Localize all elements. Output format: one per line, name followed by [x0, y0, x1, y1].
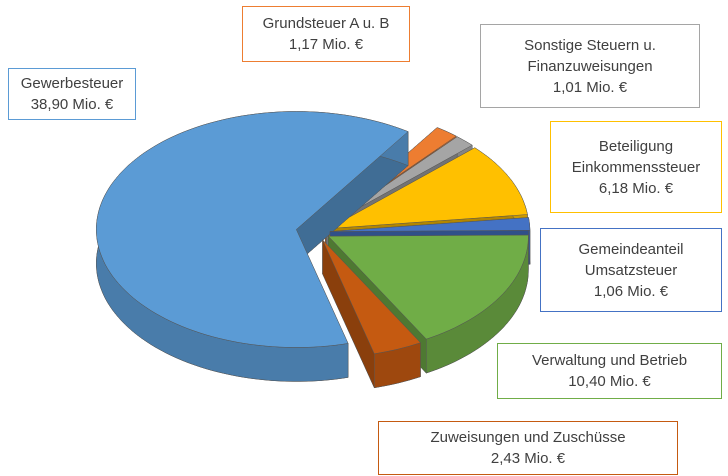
data-label: Gewerbesteuer 38,90 Mio. € — [8, 68, 136, 120]
pie-slice — [96, 111, 409, 382]
label-value: 1,06 Mio. € — [593, 282, 669, 300]
pie-slice — [322, 239, 421, 389]
data-label: Beteiligung Einkommenssteuer 6,18 Mio. € — [550, 121, 722, 213]
label-name: Gemeindeanteil Umsatzsteuer — [578, 240, 684, 279]
label-name: Zuweisungen und Zuschüsse — [430, 429, 626, 446]
label-name: Verwaltung und Betrieb — [531, 352, 688, 369]
label-name: Gewerbesteuer — [20, 75, 124, 92]
label-value: 1,17 Mio. € — [288, 36, 364, 53]
label-name: Beteiligung Einkommenssteuer — [571, 137, 701, 176]
label-value: 10,40 Mio. € — [568, 373, 651, 390]
slice-top — [96, 111, 409, 348]
label-value: 6,18 Mio. € — [598, 179, 674, 197]
label-value: 1,01 Mio. € — [552, 78, 628, 96]
data-label: Grundsteuer A u. B 1,17 Mio. € — [242, 6, 410, 62]
data-label: Zuweisungen und Zuschüsse 2,43 Mio. € — [378, 421, 678, 475]
slice-top — [327, 234, 529, 340]
data-label: Verwaltung und Betrieb 10,40 Mio. € — [497, 343, 722, 399]
slice-top — [329, 217, 531, 232]
slice-top — [328, 147, 528, 229]
label-name: Sonstige Steuern u. Finanzuweisungen — [524, 36, 656, 75]
data-label: Gemeindeanteil Umsatzsteuer 1,06 Mio. € — [540, 228, 722, 312]
data-label: Sonstige Steuern u. Finanzuweisungen 1,01… — [480, 24, 700, 108]
label-value: 38,90 Mio. € — [30, 96, 114, 113]
label-value: 2,43 Mio. € — [490, 450, 566, 467]
slice-top — [322, 239, 421, 355]
label-name: Grundsteuer A u. B — [262, 15, 390, 32]
